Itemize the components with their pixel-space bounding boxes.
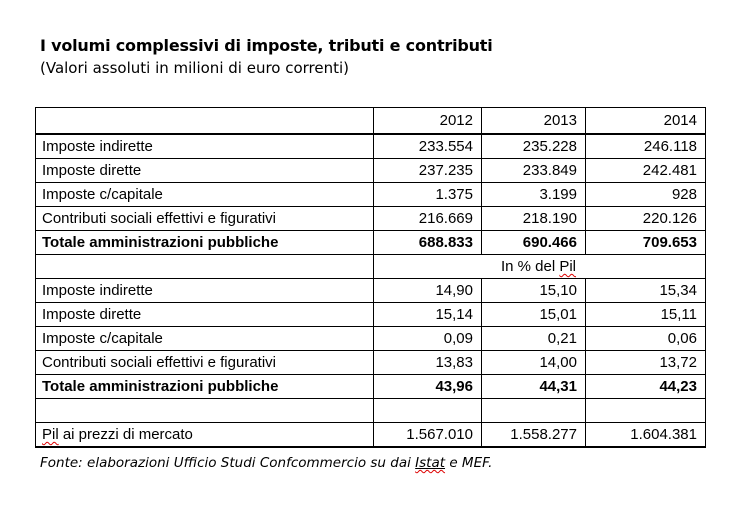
value-cell: 220.126 (585, 206, 706, 231)
row-label: Imposte c/capitale (35, 182, 374, 207)
table-row: Imposte dirette 15,14 15,01 15,11 (35, 302, 706, 327)
table-row: Contributi sociali effettivi e figurativ… (35, 206, 706, 231)
spellcheck-word: Pil (559, 258, 577, 275)
row-label: Totale amministrazioni pubbliche (35, 230, 374, 255)
source-prefix: Fonte: elaborazioni Ufficio Studi Confco… (40, 455, 416, 471)
value-cell: 235.228 (481, 133, 586, 159)
row-label: Totale amministrazioni pubbliche (35, 374, 374, 399)
table-row: Imposte c/capitale 0,09 0,21 0,06 (35, 326, 706, 351)
value-cell: 1.558.277 (481, 422, 586, 448)
total-row-absolute: Totale amministrazioni pubbliche 688.833… (35, 230, 706, 255)
year-column-2014: 2014 (585, 107, 706, 135)
row-label: Imposte indirette (35, 278, 374, 303)
value-cell: 14,00 (481, 350, 586, 375)
value-cell: 15,34 (585, 278, 706, 303)
spacer-row (35, 398, 706, 423)
table-row: Imposte c/capitale 1.375 3.199 928 (35, 182, 706, 207)
value-cell: 15,01 (481, 302, 586, 327)
value-cell: 1.604.381 (585, 422, 706, 448)
value-cell: 15,14 (373, 302, 482, 327)
value-cell: 237.235 (373, 158, 482, 183)
value-cell: 15,11 (585, 302, 706, 327)
value-cell: 218.190 (481, 206, 586, 231)
row-label: Imposte dirette (35, 158, 374, 183)
value-cell: 216.669 (373, 206, 482, 231)
value-cell: 0,21 (481, 326, 586, 351)
value-cell: 233.554 (373, 133, 482, 159)
value-cell: 246.118 (585, 133, 706, 159)
value-cell: 44,31 (481, 374, 586, 399)
source-note: Fonte: elaborazioni Ufficio Studi Confco… (40, 455, 492, 471)
value-cell: 3.199 (481, 182, 586, 207)
header-empty-cell (35, 107, 374, 135)
value-cell: 928 (585, 182, 706, 207)
value-cell: 43,96 (373, 374, 482, 399)
table-row: Imposte indirette 233.554 235.228 246.11… (35, 133, 706, 159)
tax-volumes-table: 2012 2013 2014 Imposte indirette 233.554… (35, 107, 706, 448)
row-label: Imposte indirette (35, 133, 374, 159)
value-cell: 709.653 (585, 230, 706, 255)
spellcheck-word: Istat (415, 455, 446, 471)
value-cell: 15,10 (481, 278, 586, 303)
value-cell: 0,09 (373, 326, 482, 351)
value-cell: 0,06 (585, 326, 706, 351)
source-suffix: e MEF. (445, 455, 493, 471)
value-cell: 690.466 (481, 230, 586, 255)
value-cell: 242.481 (585, 158, 706, 183)
gdp-label-rest: ai prezzi di mercato (58, 426, 193, 443)
empty-cell (481, 398, 586, 423)
total-row-percent: Totale amministrazioni pubbliche 43,96 4… (35, 374, 706, 399)
value-cell: 1.375 (373, 182, 482, 207)
percent-section-header-row: In % del Pil (35, 254, 706, 279)
value-cell: 688.833 (373, 230, 482, 255)
spellcheck-word: Pil (42, 426, 59, 443)
empty-cell (373, 398, 482, 423)
empty-cell (35, 398, 374, 423)
gdp-row: Pil ai prezzi di mercato 1.567.010 1.558… (35, 422, 706, 448)
percent-title-prefix: In % del (500, 258, 560, 275)
value-cell: 233.849 (481, 158, 586, 183)
year-column-2012: 2012 (373, 107, 482, 135)
value-cell: 14,90 (373, 278, 482, 303)
row-label: Imposte dirette (35, 302, 374, 327)
row-label: Imposte c/capitale (35, 326, 374, 351)
table-row: Imposte dirette 237.235 233.849 242.481 (35, 158, 706, 183)
value-cell: 13,83 (373, 350, 482, 375)
table-row: Contributi sociali effettivi e figurativ… (35, 350, 706, 375)
istat-underlined-word: Istat (415, 455, 445, 471)
divider-empty-cell (35, 254, 374, 279)
table-header-row: 2012 2013 2014 (35, 107, 706, 135)
empty-cell (585, 398, 706, 423)
value-cell: 44,23 (585, 374, 706, 399)
table-row: Imposte indirette 14,90 15,10 15,34 (35, 278, 706, 303)
page-subtitle: (Valori assoluti in milioni di euro corr… (40, 59, 350, 77)
value-cell: 13,72 (585, 350, 706, 375)
row-label: Contributi sociali effettivi e figurativ… (35, 350, 374, 375)
percent-section-title: In % del Pil (373, 254, 706, 279)
value-cell: 1.567.010 (373, 422, 482, 448)
page-title: I volumi complessivi di imposte, tributi… (40, 36, 493, 55)
row-label: Contributi sociali effettivi e figurativ… (35, 206, 374, 231)
row-label: Pil ai prezzi di mercato (35, 422, 374, 448)
year-column-2013: 2013 (481, 107, 586, 135)
